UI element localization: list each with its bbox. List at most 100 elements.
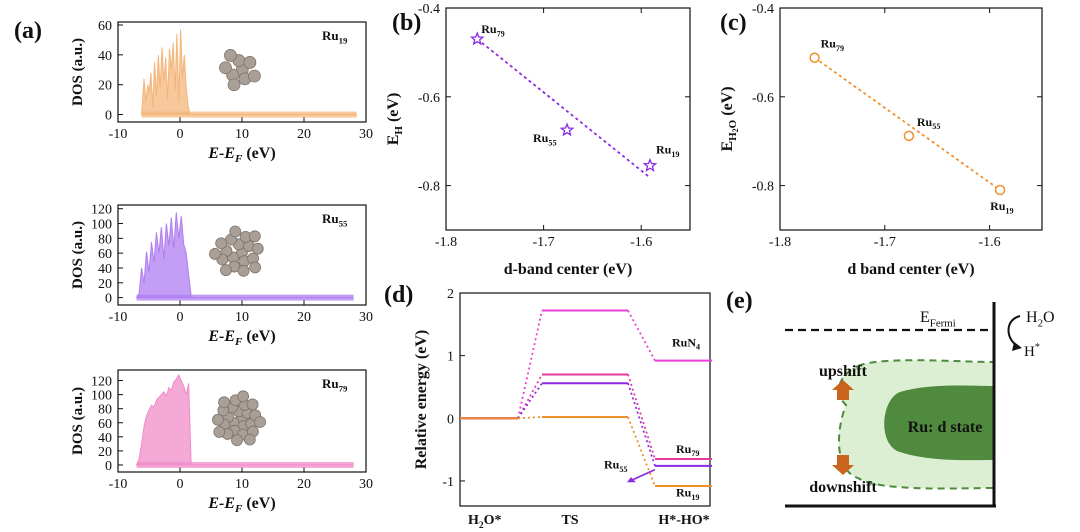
dos-area-79 xyxy=(135,373,354,466)
dos-55-ytick-label: 120 xyxy=(91,203,112,218)
dos-55-xtick-label: -10 xyxy=(109,310,128,325)
energy-ytick-label: 0 xyxy=(447,412,454,427)
dos-79-ytick-label: 40 xyxy=(98,431,112,446)
energy-frame xyxy=(459,292,711,507)
energy-label-ru19: Ru19 xyxy=(676,486,700,502)
dos-19-ytick-label: 0 xyxy=(105,109,112,124)
scatter-xlabel-c: d band center (eV) xyxy=(847,261,974,278)
point-star-19 xyxy=(642,157,658,172)
scatter-b-xtick-label: -1.6 xyxy=(630,235,652,250)
dos-79-xtick-label: 20 xyxy=(297,477,311,492)
energy-connector-79 xyxy=(517,374,543,419)
dos-19-ytick-label: 60 xyxy=(98,19,112,34)
panel-label-a: (a) xyxy=(14,18,42,44)
dos-ylabel: DOS (a.u.) xyxy=(70,38,86,106)
dos-79-xtick-label: 0 xyxy=(177,477,184,492)
dos-baseline-79 xyxy=(136,461,354,468)
dos-19-ytick-label: 40 xyxy=(98,49,112,64)
energy-profile-chart: 2 1 0 -1 RuN4 Ru79 Ru55 Ru19 H2O* TS H*-HO* Relativ… xyxy=(413,287,712,531)
cluster-atom xyxy=(229,225,242,238)
energy-cat-final: H*-HO* xyxy=(658,513,709,528)
scatter-xlabel-b: d-band center (eV) xyxy=(504,261,633,278)
downshift-label: downshift xyxy=(809,479,877,496)
energy-arrowhead-ru55 xyxy=(627,477,636,483)
energy-ytick-label: -1 xyxy=(442,475,454,490)
dos-19-xtick-label: 0 xyxy=(177,127,184,142)
hstar-label: H* xyxy=(1024,342,1040,360)
cluster-atom xyxy=(212,413,224,426)
point-label-55: Ru55 xyxy=(533,131,557,147)
dos-label-55: Ru55 xyxy=(322,211,348,229)
energy-connector-55 xyxy=(517,382,543,419)
cluster-atom xyxy=(243,433,256,446)
point-label-55: Ru55 xyxy=(917,115,941,131)
scatter-b-frame xyxy=(445,7,691,231)
dos-xlabel: E-EF (eV) xyxy=(207,145,275,165)
energy-cat-ts: TS xyxy=(561,513,578,528)
scatter-c-xtick-label: -1.6 xyxy=(979,235,1001,250)
scatter-ylabel-b: EH (eV) xyxy=(385,93,405,146)
energy-connector-79 xyxy=(627,374,656,460)
cluster-atom xyxy=(237,264,250,277)
energy-label-ru55: Ru55 xyxy=(604,457,628,473)
dos-55-ytick-label: 20 xyxy=(98,277,112,292)
energy-label-ruN4: RuN4 xyxy=(672,335,700,351)
fit-line-c xyxy=(814,56,1001,191)
cluster-atom xyxy=(248,69,261,83)
upshift-label: upshift xyxy=(819,363,868,380)
dos-79-ytick-label: 120 xyxy=(91,375,112,390)
scatter-c-xtick-label: -1.7 xyxy=(874,235,896,250)
cluster-atom xyxy=(246,398,259,411)
energy-connector-4 xyxy=(517,310,543,419)
cluster-atom xyxy=(213,426,226,438)
dos-55-ytick-label: 0 xyxy=(105,292,112,307)
point-label-19: Ru19 xyxy=(656,143,680,159)
down-arrow-icon xyxy=(832,455,854,475)
h2o-label: H2O xyxy=(1026,309,1055,329)
point-label-79: Ru79 xyxy=(481,22,505,38)
dos-79-xtick-label: -10 xyxy=(109,477,128,492)
dos-79-ytick-label: 0 xyxy=(105,459,112,474)
eh-vs-dband-chart: -1.8 -1.7 -1.6 -0.4 -0.6 -0.8 Ru79 Ru55 Ru19 d-ba… xyxy=(385,2,691,278)
dos-chart-ru19: -10 0 10 20 30 0 20 40 60 Ru19 DOS (a.u.) E-EF (eV) xyxy=(70,19,373,165)
dos-79-ytick-label: 20 xyxy=(98,445,112,460)
cluster-atom xyxy=(251,242,264,255)
dos-chart-ru79: -10 0 10 20 30 0 40 80 120 20 60 100 Ru79 DOS (a.u.) E… xyxy=(70,369,373,515)
energy-arrow-ru55 xyxy=(629,468,656,482)
panel-label-d: (d) xyxy=(384,282,413,308)
point-label-19: Ru19 xyxy=(990,199,1014,215)
dos-area-55 xyxy=(135,212,354,299)
cluster-atom xyxy=(254,416,266,428)
dos-55-ytick-label: 40 xyxy=(98,262,112,277)
dos-label-79: Ru79 xyxy=(322,376,348,394)
scatter-b-ytick-label: -0.4 xyxy=(418,2,440,17)
scatter-c-xtick-label: -1.8 xyxy=(769,235,791,250)
dos-19-ytick-label: 20 xyxy=(98,79,112,94)
dos-19-xtick-label: 20 xyxy=(297,127,311,142)
dos-79-ytick-label: 100 xyxy=(91,389,112,404)
dos-55-xtick-label: 20 xyxy=(297,310,311,325)
cluster-atom xyxy=(218,396,230,409)
cluster-atom xyxy=(224,49,237,62)
dos-79-xtick-label: 30 xyxy=(359,477,373,492)
dos-55-ytick-label: 60 xyxy=(98,247,112,262)
dos-79-ytick-label: 80 xyxy=(98,403,112,418)
point-circle-79 xyxy=(809,52,820,63)
dos-xlabel: E-EF (eV) xyxy=(207,495,275,515)
cluster-atom xyxy=(227,78,241,92)
dos-xlabel: E-EF (eV) xyxy=(207,328,275,348)
fit-line-b xyxy=(476,38,651,179)
dos-area-19 xyxy=(141,29,357,116)
dos-chart-ru55: -10 0 10 20 30 0 40 80 120 20 60 100 Ru55 DOS (a.u.) E… xyxy=(70,203,373,348)
point-circle-19 xyxy=(994,184,1006,196)
cluster-atom xyxy=(220,264,232,277)
reaction-arrow-icon xyxy=(1007,315,1021,347)
dos-baseline-55 xyxy=(136,294,354,301)
scatter-c-frame xyxy=(779,7,1043,231)
scatter-c-ytick-label: -0.8 xyxy=(752,180,774,195)
energy-connector-4 xyxy=(627,310,656,362)
point-label-79: Ru79 xyxy=(821,37,845,53)
cluster-atom xyxy=(249,261,261,274)
dos-baseline-19 xyxy=(141,111,357,118)
dos-19-xtick-label: 30 xyxy=(359,127,373,142)
